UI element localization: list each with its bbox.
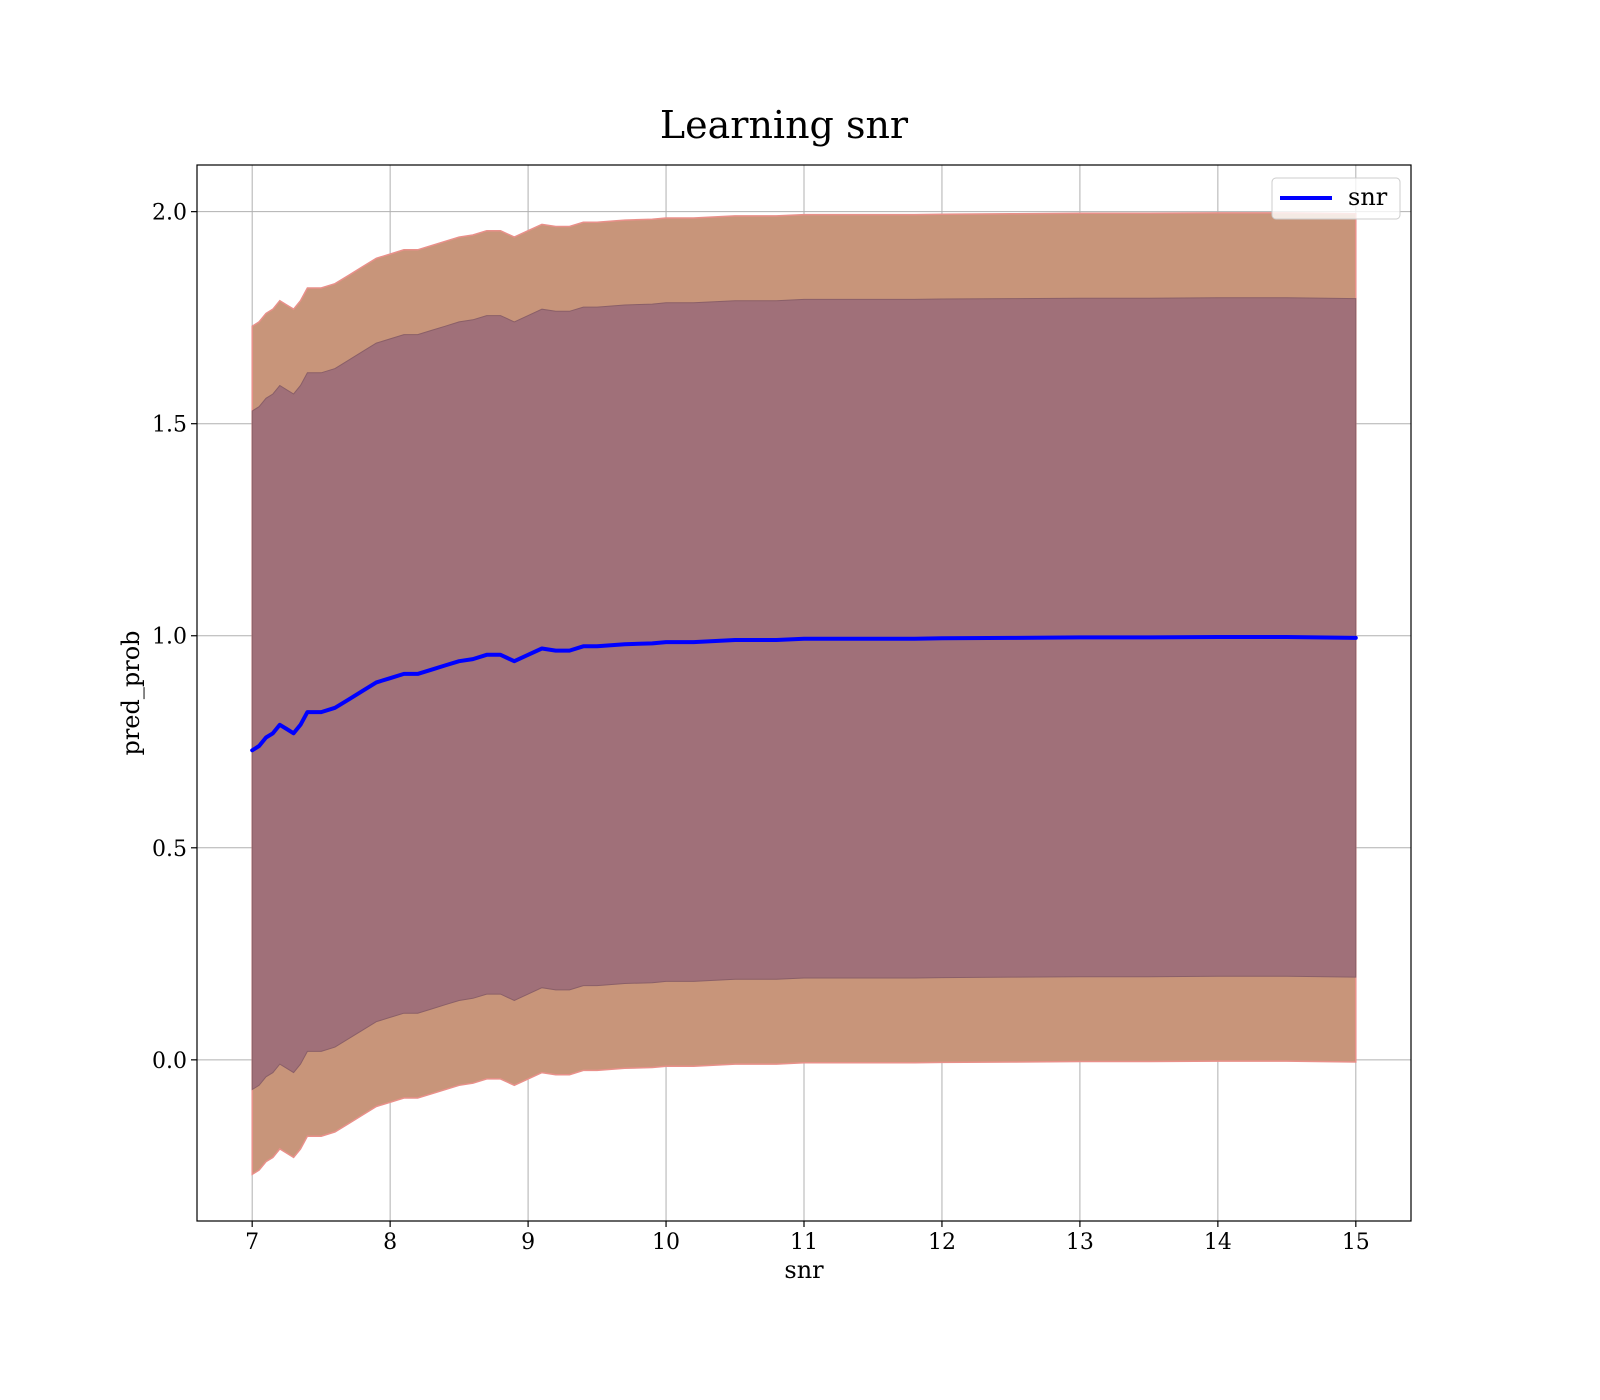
legend: snr: [1271, 177, 1401, 220]
x-tick-label: 9: [521, 1230, 535, 1255]
x-tick-label: 15: [1342, 1230, 1370, 1255]
x-tick-label: 10: [652, 1230, 680, 1255]
confidence-bands: [251, 212, 1357, 1176]
chart-title: Learning snr: [660, 103, 909, 147]
y-tick-label: 0.5: [152, 837, 187, 862]
inner-band-area: [251, 297, 1357, 1091]
x-tick-label: 7: [245, 1230, 259, 1255]
legend-label-snr: snr: [1348, 183, 1388, 211]
x-tick-label: 13: [1066, 1230, 1094, 1255]
x-tick-label: 8: [383, 1230, 397, 1255]
y-axis-label: pred_prob: [117, 630, 145, 755]
x-tick-label: 11: [790, 1230, 818, 1255]
y-tick-label: 1.0: [152, 625, 187, 650]
axis-ticks: 7 8 9 10 11 12 13 14 15 0.0 0.5 1.0 1.5 2.0: [152, 201, 1370, 1255]
plot-area: 7 8 9 10 11 12 13 14 15 0.0 0.5 1.0 1.5 2.0: [152, 164, 1412, 1255]
x-tick-label: 12: [928, 1230, 956, 1255]
x-tick-label: 14: [1204, 1230, 1232, 1255]
y-tick-label: 1.5: [152, 413, 187, 438]
y-tick-label: 2.0: [152, 201, 187, 226]
series-line-snr: [250, 635, 1358, 753]
x-axis-label: snr: [784, 1256, 824, 1284]
y-tick-label: 0.0: [152, 1049, 187, 1074]
legend-box: [1271, 177, 1401, 220]
